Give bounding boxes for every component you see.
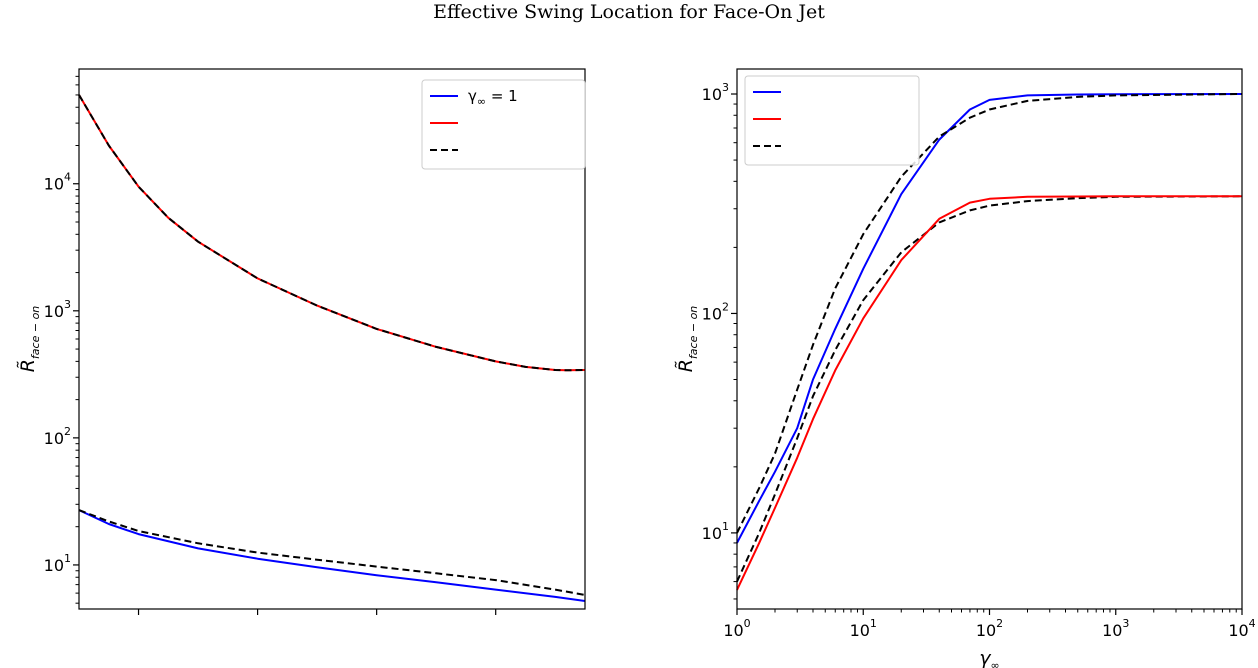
x-tick-label: 101 bbox=[850, 617, 877, 640]
y-tick-exp: 3 bbox=[64, 298, 71, 311]
legend-box bbox=[421, 79, 586, 170]
y-tick-exp: 4 bbox=[64, 171, 71, 184]
x-axis-label: γ∞ bbox=[979, 647, 999, 668]
y-tick-base: 10 bbox=[44, 429, 64, 448]
y-tick-exp: 2 bbox=[722, 300, 729, 313]
y-tick-exp: 1 bbox=[722, 520, 729, 533]
series-line-0 bbox=[736, 93, 1243, 544]
y-axis-label: R̃face − on bbox=[675, 306, 700, 373]
y-tick-base: 10 bbox=[44, 175, 64, 194]
legend-math-main: γ bbox=[468, 87, 477, 105]
y-tick-label: 104 bbox=[44, 171, 71, 194]
y-tick-label: 102 bbox=[702, 300, 729, 323]
y-tick-base: 10 bbox=[702, 524, 722, 543]
axes-frame bbox=[736, 68, 1243, 610]
x-tick-base: 10 bbox=[976, 621, 996, 640]
series-line-1 bbox=[736, 195, 1242, 591]
legend-math-rest: = 1 bbox=[486, 87, 518, 105]
legend-box bbox=[744, 75, 920, 166]
x-axis-label-sub: ∞ bbox=[991, 659, 1000, 668]
legend-math-sub: ∞ bbox=[477, 95, 486, 108]
y-tick-label: 103 bbox=[702, 81, 729, 104]
x-tick-base: 10 bbox=[1228, 621, 1248, 640]
legend: γ∞ = 1 bbox=[421, 79, 586, 170]
y-tick-label: 102 bbox=[44, 425, 71, 448]
series-line-0 bbox=[78, 509, 586, 602]
y-tick-base: 10 bbox=[702, 304, 722, 323]
x-tick-exp: 1 bbox=[870, 617, 877, 630]
x-tick-base: 10 bbox=[1102, 621, 1122, 640]
x-tick-label: 102 bbox=[976, 617, 1003, 640]
series-line-2 bbox=[78, 94, 586, 372]
legend-label-0: γ∞ = 1 bbox=[468, 87, 518, 108]
x-tick-base: 10 bbox=[850, 621, 870, 640]
legend bbox=[744, 75, 920, 166]
figure-title: Effective Swing Location for Face-On Jet bbox=[433, 1, 825, 23]
y-tick-exp: 1 bbox=[64, 552, 71, 565]
y-tick-base: 10 bbox=[44, 556, 64, 575]
series-line-2 bbox=[736, 93, 1243, 534]
y-axis-label-sub: face − on bbox=[687, 306, 700, 359]
y-axis-label-main: R̃ bbox=[17, 359, 39, 372]
series-line-3 bbox=[78, 509, 586, 596]
y-axis-label-main: R̃ bbox=[675, 359, 697, 372]
x-tick-exp: 4 bbox=[1249, 617, 1256, 630]
y-tick-base: 10 bbox=[44, 302, 64, 321]
y-axis-label-sub: face − on bbox=[29, 306, 42, 359]
x-tick-exp: 3 bbox=[1122, 617, 1129, 630]
y-tick-label: 101 bbox=[44, 552, 71, 575]
x-tick-exp: 0 bbox=[744, 617, 751, 630]
y-tick-label: 101 bbox=[702, 520, 729, 543]
x-tick-label: 104 bbox=[1228, 617, 1255, 640]
x-tick-base: 10 bbox=[723, 621, 743, 640]
y-tick-exp: 3 bbox=[722, 81, 729, 94]
x-tick-label: 103 bbox=[1102, 617, 1129, 640]
y-axis-label: R̃face − on bbox=[17, 306, 42, 373]
x-tick-label: 100 bbox=[723, 617, 750, 640]
series-line-3 bbox=[736, 195, 1243, 583]
x-tick-exp: 2 bbox=[996, 617, 1003, 630]
axes-frame bbox=[78, 68, 586, 610]
y-tick-base: 10 bbox=[702, 85, 722, 104]
y-tick-label: 103 bbox=[44, 298, 71, 321]
y-tick-exp: 2 bbox=[64, 425, 71, 438]
x-axis-label-main: γ bbox=[979, 647, 992, 668]
